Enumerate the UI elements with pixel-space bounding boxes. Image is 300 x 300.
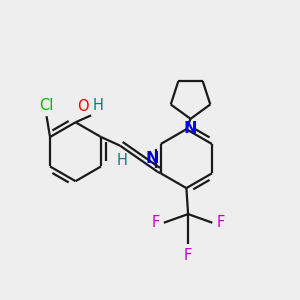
Text: F: F [217, 215, 225, 230]
Text: F: F [184, 248, 192, 263]
Text: H: H [93, 98, 104, 112]
Text: F: F [152, 215, 160, 230]
Text: O: O [77, 99, 88, 114]
Text: Cl: Cl [39, 98, 54, 113]
Text: H: H [116, 153, 127, 168]
Text: N: N [184, 121, 197, 136]
Text: N: N [146, 152, 159, 166]
